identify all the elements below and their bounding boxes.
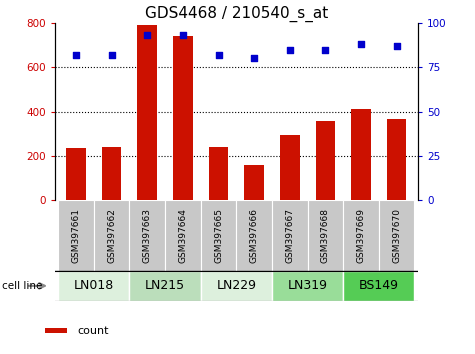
Bar [129, 271, 200, 301]
Bar [129, 200, 165, 271]
Bar [280, 135, 300, 200]
Bar [201, 200, 237, 271]
Text: count: count [77, 326, 109, 336]
Text: LN229: LN229 [216, 279, 256, 292]
Text: GSM397661: GSM397661 [72, 208, 80, 263]
Text: LN018: LN018 [74, 279, 114, 292]
Point [72, 52, 80, 58]
Text: GSM397670: GSM397670 [392, 208, 401, 263]
Text: BS149: BS149 [359, 279, 399, 292]
Title: GDS4468 / 210540_s_at: GDS4468 / 210540_s_at [145, 5, 328, 22]
Text: cell line: cell line [2, 281, 43, 291]
Bar [387, 119, 407, 200]
Bar [94, 200, 129, 271]
Bar [343, 200, 379, 271]
Point [286, 47, 294, 52]
Bar [343, 271, 414, 301]
Bar [237, 200, 272, 271]
Bar [137, 25, 157, 200]
Bar [351, 109, 371, 200]
Bar [272, 271, 343, 301]
Point [357, 41, 365, 47]
Bar [209, 147, 228, 200]
Text: GSM397669: GSM397669 [357, 208, 365, 263]
Text: GSM397664: GSM397664 [179, 208, 187, 263]
Point [215, 52, 222, 58]
Bar [244, 165, 264, 200]
Point [108, 52, 115, 58]
Bar [45, 329, 67, 333]
Point [322, 47, 329, 52]
Bar [315, 121, 335, 200]
Bar [173, 36, 193, 200]
Text: GSM397663: GSM397663 [143, 208, 152, 263]
Text: GSM397668: GSM397668 [321, 208, 330, 263]
Text: GSM397662: GSM397662 [107, 208, 116, 263]
Bar [308, 200, 343, 271]
Point [143, 33, 151, 38]
Bar [165, 200, 200, 271]
Bar [66, 148, 86, 200]
Text: GSM397665: GSM397665 [214, 208, 223, 263]
Bar [58, 271, 129, 301]
Text: LN215: LN215 [145, 279, 185, 292]
Bar [58, 200, 94, 271]
Bar [201, 271, 272, 301]
Text: LN319: LN319 [287, 279, 328, 292]
Point [179, 33, 187, 38]
Bar [272, 200, 308, 271]
Text: GSM397667: GSM397667 [285, 208, 294, 263]
Bar [102, 147, 122, 200]
Point [250, 56, 258, 61]
Bar [379, 200, 414, 271]
Text: GSM397666: GSM397666 [250, 208, 258, 263]
Point [393, 43, 400, 49]
